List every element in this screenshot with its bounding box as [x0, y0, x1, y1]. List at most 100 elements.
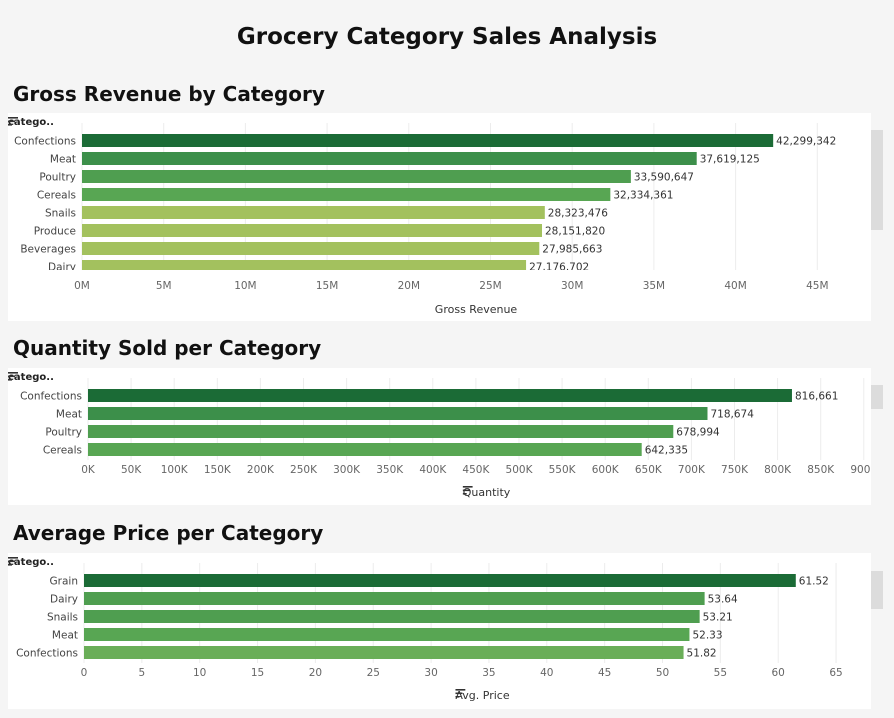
x-tick-label: 50 — [656, 667, 669, 679]
average-price-plot: 0 5 10 15 20 25 30 35 40 45 50 55 60 65 Grain 61.52 Dair… — [16, 563, 843, 679]
x-tick-label: 150K — [204, 464, 232, 476]
x-tick-label: 25 — [367, 667, 380, 679]
data-label: 642,335 — [645, 445, 688, 457]
bar — [88, 425, 674, 438]
x-tick-label: 600K — [592, 464, 620, 476]
bar — [84, 628, 690, 641]
gross-revenue-title: Gross Revenue by Category — [13, 82, 325, 106]
x-tick-label: 800K — [764, 464, 792, 476]
x-tick-label: 10 — [193, 667, 206, 679]
x-axis-title: Gross Revenue — [435, 303, 517, 316]
x-tick-label: 25M — [479, 280, 501, 292]
data-label: 51.82 — [687, 648, 717, 660]
category-label: Meat — [50, 154, 76, 166]
data-label: 27,176,702 — [529, 262, 589, 274]
category-label: Snails — [45, 208, 76, 220]
category-field-label: catego.. — [8, 117, 54, 128]
data-label: 53.64 — [708, 594, 738, 606]
quantity-sold-scrollbar[interactable] — [871, 385, 883, 409]
bar — [82, 242, 540, 255]
bar — [88, 443, 642, 456]
category-label: Confections — [20, 391, 82, 403]
category-label: Poultry — [45, 427, 82, 439]
category-label: Cereals — [37, 190, 76, 202]
quantity-sold-chart: catego.. 0K 50K 100K 150K 200K 250K 300K 350K 40… — [8, 368, 871, 505]
x-axis-title-text: Gross Revenue — [434, 303, 518, 316]
average-price-chart: catego.. 0 5 10 15 20 25 30 35 40 45 50 55 60 65 Grain… — [8, 553, 871, 709]
category-label: Confections — [16, 648, 78, 660]
category-label: Poultry — [39, 172, 76, 184]
data-label: 33,590,647 — [634, 172, 694, 184]
x-tick-label: 0M — [74, 280, 90, 292]
data-label: 27,985,663 — [542, 244, 602, 256]
category-field-header[interactable]: catego.. — [8, 117, 57, 128]
data-label: 61.52 — [799, 576, 829, 588]
data-label: 28,323,476 — [548, 208, 608, 220]
bar — [84, 646, 684, 659]
x-tick-label: 10M — [234, 280, 256, 292]
x-tick-label: 300K — [333, 464, 361, 476]
x-tick-label: 250K — [290, 464, 318, 476]
bar — [82, 188, 611, 201]
bar — [82, 170, 631, 183]
data-label: 52.33 — [692, 630, 722, 642]
x-tick-label: 40M — [724, 280, 746, 292]
x-tick-label: 5M — [156, 280, 172, 292]
x-tick-label: 55 — [714, 667, 727, 679]
category-label: Dairy — [50, 594, 78, 606]
category-field-header[interactable]: catego.. — [8, 557, 57, 568]
x-axis-title-text: Avg. Price — [455, 689, 510, 702]
bars-group: Grain 61.52 Dairy 53.64 Snails 53.21 Meat 52.33… — [16, 574, 829, 660]
bar — [88, 389, 792, 402]
x-axis-title-text: Quantity — [462, 486, 511, 499]
category-field-header[interactable]: catego.. — [8, 372, 57, 383]
x-tick-label: 45 — [598, 667, 611, 679]
category-label: Grain — [50, 576, 78, 588]
x-tick-label: 100K — [161, 464, 189, 476]
x-tick-label: 350K — [376, 464, 404, 476]
data-label: 42,299,342 — [776, 136, 836, 148]
bars-group: Confections 816,661 Meat 718,674 Poultry 678,… — [20, 389, 838, 457]
x-tick-label: 750K — [721, 464, 749, 476]
category-field-label: catego.. — [8, 557, 54, 568]
x-tick-label: 900K — [850, 464, 871, 476]
bars-group: Confections 42,299,342 Meat 37,619,125 Poult… — [14, 134, 836, 274]
gross-revenue-chart: catego.. 0M 5M 10M 15M 20M 25M 30M 35M 40M 45M Con… — [8, 113, 871, 321]
x-tick-label: 5 — [139, 667, 146, 679]
category-label: Dairy — [48, 262, 76, 274]
x-tick-label: 35 — [482, 667, 495, 679]
x-tick-label: 500K — [506, 464, 534, 476]
average-price-scrollbar[interactable] — [871, 571, 883, 609]
data-label: 678,994 — [676, 427, 720, 439]
x-tick-label: 400K — [419, 464, 447, 476]
x-tick-label: 50K — [121, 464, 142, 476]
x-tick-label: 30M — [561, 280, 583, 292]
x-tick-label: 60 — [772, 667, 785, 679]
x-tick-label: 200K — [247, 464, 275, 476]
bar — [82, 134, 774, 147]
quantity-sold-title: Quantity Sold per Category — [13, 336, 322, 360]
x-tick-label: 450K — [462, 464, 490, 476]
bar — [84, 574, 796, 587]
gross-revenue-scrollbar[interactable] — [871, 130, 883, 230]
category-label: Cereals — [43, 445, 82, 457]
bar — [82, 206, 545, 219]
category-label: Confections — [14, 136, 76, 148]
bar — [82, 224, 543, 237]
x-axis-title: Quantity — [462, 486, 514, 499]
category-field-label: catego.. — [8, 372, 54, 383]
category-label: Beverages — [20, 244, 76, 256]
bar — [82, 152, 697, 165]
data-label: 718,674 — [710, 409, 754, 421]
bar — [84, 592, 705, 605]
gross-revenue-plot: 0M 5M 10M 15M 20M 25M 30M 35M 40M 45M Confections 4… — [14, 123, 836, 292]
x-tick-label: 15 — [251, 667, 264, 679]
x-tick-label: 30 — [424, 667, 437, 679]
x-tick-label: 20 — [309, 667, 322, 679]
data-label: 816,661 — [795, 391, 838, 403]
bar — [82, 260, 527, 270]
x-tick-label: 650K — [635, 464, 663, 476]
data-label: 53.21 — [703, 612, 733, 624]
category-label: Meat — [56, 409, 82, 421]
x-tick-label: 45M — [806, 280, 828, 292]
